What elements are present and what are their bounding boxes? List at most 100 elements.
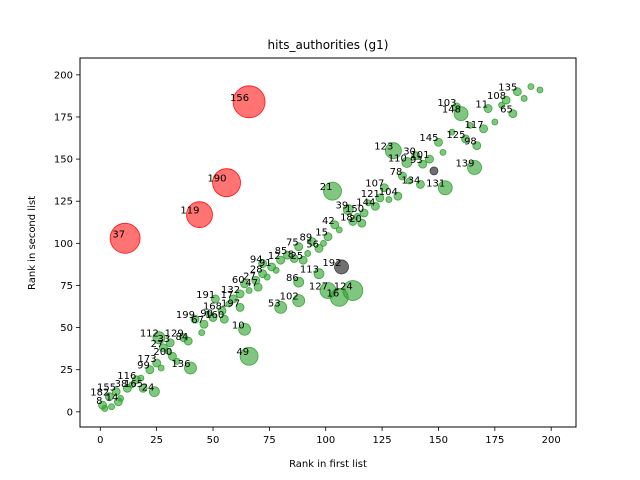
- point-label: 33: [157, 334, 170, 345]
- scatter-point: [439, 148, 447, 156]
- point-label: 91: [259, 258, 272, 269]
- scatter-point-18: [348, 217, 358, 226]
- scatter-point: [137, 374, 145, 382]
- scatter-point-112: [152, 331, 166, 345]
- scatter-point: [157, 364, 165, 372]
- point-label: 123: [374, 142, 393, 153]
- scatter-point: [353, 212, 361, 220]
- point-label: 139: [455, 159, 474, 170]
- point-label: 47: [245, 278, 258, 289]
- point-label: 90: [200, 308, 213, 319]
- scatter-point-136: [184, 361, 197, 375]
- point-label: 192: [322, 258, 341, 269]
- scatter-point-99: [145, 365, 155, 375]
- scatter-point-60: [240, 279, 249, 289]
- x-tick-label: 200: [542, 435, 561, 446]
- scatter-point-131: [437, 180, 453, 196]
- scatter-point: [405, 177, 413, 185]
- point-label: 56: [306, 239, 319, 250]
- scatter-point-65: [508, 109, 518, 119]
- point-label: 85: [275, 246, 288, 257]
- y-tick-label: 0: [67, 407, 73, 418]
- y-tick-label: 150: [54, 155, 73, 166]
- scatter-point: [536, 86, 544, 94]
- scatter-point-25: [298, 255, 308, 265]
- scatter-point-107: [379, 183, 389, 193]
- point-label: 99: [137, 361, 150, 372]
- y-tick-label: 175: [54, 112, 73, 123]
- point-label: 191: [196, 290, 215, 301]
- scatter-point-190: [212, 168, 241, 198]
- point-label: 17: [221, 290, 234, 301]
- scatter-point-30: [411, 151, 421, 161]
- scatter-point-49: [239, 346, 259, 366]
- scatter-point-11: [483, 104, 493, 113]
- point-label: 119: [180, 206, 199, 217]
- scatter-point-200: [168, 351, 177, 361]
- scatter-point: [448, 128, 456, 136]
- point-label: 182: [90, 388, 109, 399]
- point-label: 190: [207, 174, 226, 185]
- scatter-point-197: [235, 302, 245, 312]
- x-tick-label: 50: [207, 435, 220, 446]
- point-label: 165: [124, 379, 143, 390]
- x-axis-label: Rank in first list: [289, 459, 367, 470]
- scatter-point-155: [111, 387, 121, 397]
- point-label: 16: [327, 288, 340, 299]
- point-label: 78: [390, 167, 403, 178]
- point-label: 11: [475, 100, 488, 111]
- point-label: 124: [334, 282, 353, 293]
- point-label: 12: [268, 251, 281, 262]
- scatter-point-67: [199, 319, 209, 329]
- point-label: 20: [349, 214, 362, 225]
- scatter-point-121: [375, 193, 385, 203]
- point-label: 121: [361, 189, 380, 200]
- scatter-point-119: [186, 201, 213, 229]
- point-label: 200: [153, 347, 172, 358]
- point-label: 28: [250, 265, 263, 276]
- scatter-point-150: [359, 208, 369, 218]
- scatter-point: [164, 347, 172, 355]
- scatter-point-42: [330, 220, 340, 230]
- scatter-point: [101, 405, 109, 412]
- point-label: 25: [290, 251, 303, 262]
- scatter-point-144: [370, 201, 380, 211]
- scatter-point: [108, 403, 115, 411]
- scatter-point-173: [152, 358, 162, 368]
- point-label: 42: [322, 216, 335, 227]
- point-label: 89: [299, 233, 312, 244]
- scatter-point-98: [472, 141, 482, 151]
- x-tick-label: 100: [316, 435, 335, 446]
- scatter-point: [498, 101, 506, 109]
- point-label: 113: [300, 265, 319, 276]
- scatter-point-104: [393, 191, 403, 201]
- scatter-point-134: [416, 179, 425, 189]
- point-label: 125: [446, 130, 465, 141]
- y-tick-label: 125: [54, 197, 73, 208]
- scatter-point: [320, 239, 327, 247]
- scatter-point-39: [342, 204, 354, 216]
- scatter-point-10: [238, 322, 251, 336]
- y-tick-label: 100: [54, 239, 73, 250]
- x-tick-label: 25: [150, 435, 163, 446]
- point-label: 60: [232, 275, 245, 286]
- scatter-point: [385, 196, 393, 203]
- scatter-point-113: [313, 268, 325, 280]
- point-label: 30: [403, 147, 416, 158]
- y-axis: 0 25 50 75 100 125 150 175 200: [54, 70, 80, 418]
- point-label: 129: [165, 329, 184, 340]
- point-label: 18: [340, 212, 353, 223]
- scatter-point: [491, 118, 499, 126]
- scatter-point-108: [501, 95, 511, 105]
- scatter-point: [117, 394, 124, 402]
- y-axis-label: Rank in second list: [27, 196, 38, 290]
- x-tick-label: 125: [373, 435, 392, 446]
- point-label: 75: [286, 238, 299, 249]
- point-label: 24: [142, 383, 155, 394]
- y-tick-label: 75: [60, 281, 73, 292]
- point-label: 136: [171, 359, 190, 370]
- y-tick-label: 200: [54, 70, 73, 81]
- point-label: 132: [221, 285, 240, 296]
- scatter-point-160: [219, 314, 229, 324]
